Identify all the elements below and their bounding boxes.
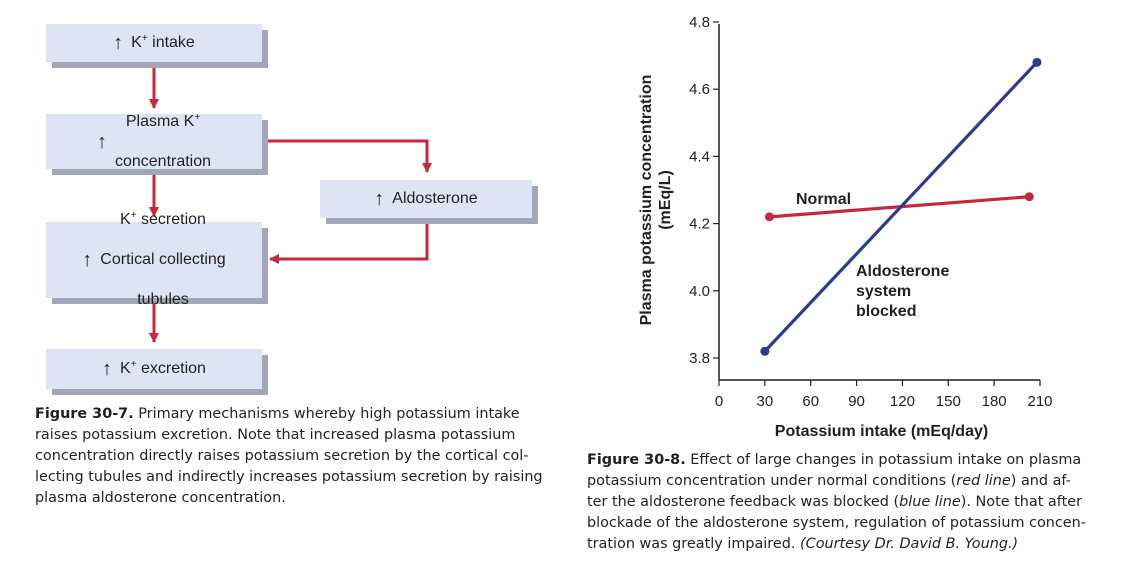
- up-arrow-icon: ↑: [82, 249, 93, 271]
- caption-text: ). Note that after: [960, 494, 1082, 510]
- node-k-intake: ↑ K+ intake: [46, 24, 262, 62]
- node-k-secretion-label: K+ secretion Cortical collecting tubules: [100, 210, 226, 309]
- node-plasma-k-label: Plasma K+ concentration: [114, 111, 212, 170]
- up-arrow-icon: ↑: [374, 188, 385, 210]
- y-axis-title: Plasma potassium concentration: [638, 75, 655, 326]
- caption-text: raises potassium excretion. Note that in…: [35, 427, 516, 443]
- x-tick-label: 90: [848, 393, 865, 410]
- series-label-normal: Normal: [796, 191, 851, 208]
- caption-figure-30-7: Figure 30-7. Primary mechanisms whereby …: [35, 404, 555, 509]
- caption-text: blockade of the aldosterone system, regu…: [587, 515, 1086, 531]
- caption-text: concentration directly raises potassium …: [35, 448, 529, 464]
- y-tick-label: 4.4: [689, 148, 710, 165]
- figure-label: Figure 30-7.: [35, 406, 134, 422]
- y-tick-label: 3.8: [689, 350, 710, 367]
- node-k-excretion: ↑ K+ excretion: [46, 349, 262, 389]
- node-k-secretion: ↑ K+ secretion Cortical collecting tubul…: [46, 211, 262, 308]
- node-k-intake-label: K+ intake: [131, 33, 195, 52]
- node-aldosterone-label: Aldosterone: [392, 190, 478, 207]
- x-tick-label: 120: [890, 393, 915, 410]
- figure-label: Figure 30-8.: [587, 452, 686, 468]
- caption-text: ) and af-: [1010, 473, 1071, 489]
- caption-text-italic: red line: [956, 473, 1011, 489]
- y-axis-title-units: (mEq/L): [657, 170, 674, 230]
- caption-text: ter the aldosterone feedback was blocked…: [587, 494, 900, 510]
- x-tick-label: 30: [757, 393, 774, 410]
- up-arrow-icon: ↑: [113, 32, 124, 54]
- x-tick-label: 0: [715, 393, 723, 410]
- chart-series: [760, 57, 1042, 356]
- data-point-normal: [1024, 192, 1034, 202]
- chart-labels: Potassium intake (mEq/day) Plasma potassi…: [638, 75, 988, 440]
- caption-text: Primary mechanisms whereby high potassiu…: [133, 406, 520, 422]
- connector-aldosterone-to-secretion: [269, 220, 429, 264]
- series-label-blocked: blocked: [856, 303, 916, 320]
- x-axis-title: Potassium intake (mEq/day): [775, 423, 988, 440]
- data-point-blocked: [1032, 57, 1042, 67]
- caption-figure-30-8: Figure 30-8. Effect of large changes in …: [587, 450, 1117, 555]
- caption-text-italic: (Courtesy Dr. David B. Young.): [800, 536, 1019, 552]
- y-tick-label: 4.2: [689, 216, 710, 233]
- caption-text: potassium concentration under normal con…: [587, 473, 957, 489]
- up-arrow-icon: ↑: [96, 130, 107, 153]
- up-arrow-icon: ↑: [102, 358, 113, 380]
- node-aldosterone: ↑ Aldosterone: [320, 180, 532, 218]
- x-tick-label: 60: [802, 393, 819, 410]
- data-point-blocked: [760, 346, 770, 356]
- x-tick-label: 180: [982, 393, 1007, 410]
- y-tick-label: 4.6: [689, 81, 710, 98]
- caption-text: tration was greatly impaired.: [587, 536, 801, 552]
- chart-axes: 0 30 60 90 120 150 180 210 3.8 4.0 4.2 4.4 4.6 4.8: [689, 14, 1052, 410]
- caption-text: Effect of large changes in potassium int…: [685, 452, 1082, 468]
- caption-text: lecting tubules and indirectly increases…: [35, 469, 543, 485]
- x-tick-label: 210: [1027, 393, 1052, 410]
- node-plasma-k: ↑ Plasma K+ concentration: [46, 112, 262, 170]
- series-label-blocked: Aldosterone: [856, 263, 949, 280]
- data-point-normal: [764, 212, 774, 222]
- caption-text-italic: blue line: [899, 494, 961, 510]
- series-label-blocked: system: [856, 283, 911, 300]
- series-line-blocked: [763, 61, 1039, 353]
- x-tick-label: 150: [936, 393, 961, 410]
- y-tick-label: 4.8: [689, 14, 710, 31]
- connector-plasma-to-aldosterone: [266, 139, 432, 173]
- node-k-excretion-label: K+ excretion: [120, 359, 206, 378]
- caption-text: plasma aldosterone concentration.: [35, 490, 286, 506]
- y-tick-label: 4.0: [689, 283, 710, 300]
